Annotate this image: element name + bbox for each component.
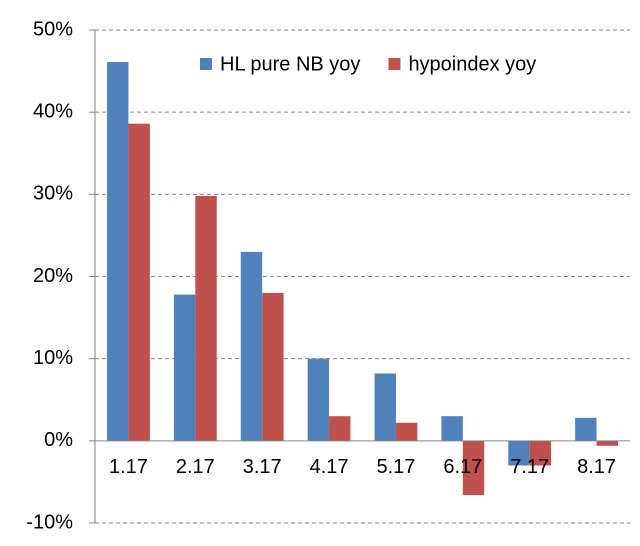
bar [240,251,263,441]
x-tick-label: 7.17 [510,456,549,478]
bar [575,417,597,441]
bar [441,416,463,441]
bar [195,195,217,441]
y-tick-label: 40% [33,100,73,122]
bar [173,294,196,441]
bar [508,440,530,466]
x-tick-label: 8.17 [577,456,616,478]
bar [529,440,552,466]
legend-label: HL pure NB yoy [220,53,360,75]
x-tick-label: 4.17 [310,456,349,478]
y-tick-label: 20% [33,265,73,287]
bar [374,373,396,441]
bar [596,440,618,446]
bar [395,422,418,441]
legend-label: hypoindex yoy [408,53,536,75]
x-tick-label: 2.17 [176,456,215,478]
y-tick-label: -10% [26,511,73,533]
bar [462,440,485,496]
bar [307,358,330,441]
legend-swatch [200,58,212,70]
x-tick-label: 6.17 [443,456,482,478]
bar [128,123,150,441]
legend-swatch [388,58,401,70]
x-tick-label: 5.17 [376,456,415,478]
y-tick-label: 30% [33,183,73,205]
y-tick-label: 0% [44,429,73,451]
y-tick-label: 10% [33,347,73,369]
bar [262,292,284,441]
y-tick-label: 50% [33,18,73,40]
x-tick-label: 1.17 [109,456,148,478]
x-tick-label: 3.17 [243,456,282,478]
bar [329,416,351,441]
bar [107,62,129,441]
